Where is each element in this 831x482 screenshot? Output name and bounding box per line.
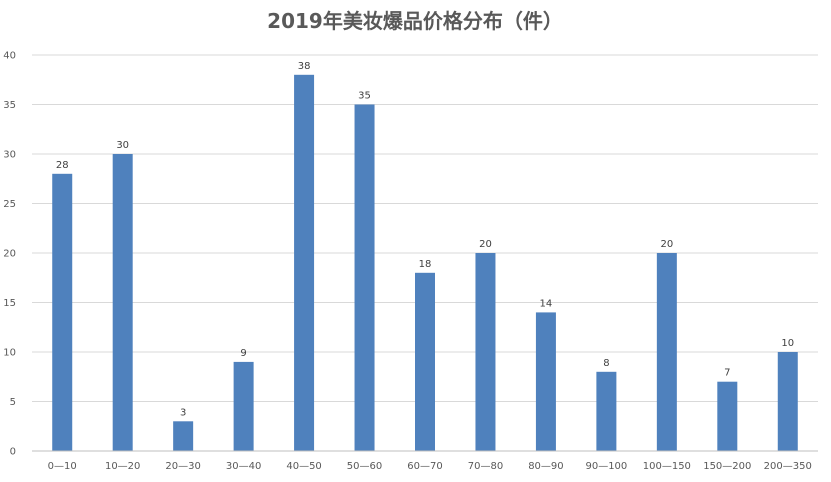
x-tick-label: 60—70 [407, 461, 442, 472]
data-label: 20 [660, 239, 673, 250]
y-tick-label: 5 [10, 397, 16, 408]
chart-title: 2019年美妆爆品价格分布（件） [267, 9, 563, 33]
x-tick-label: 0—10 [48, 461, 77, 472]
x-tick-label: 20—30 [165, 461, 200, 472]
bar [354, 104, 375, 451]
y-axis-ticks: 0 5 10 15 20 25 30 35 40 [3, 51, 16, 458]
bar [233, 361, 254, 451]
y-tick-label: 15 [3, 298, 16, 309]
y-tick-label: 25 [3, 199, 16, 210]
bar [656, 253, 677, 451]
x-tick-label: 100—150 [643, 461, 691, 472]
x-tick-label: 150—200 [703, 461, 751, 472]
data-label: 20 [479, 239, 492, 250]
bar [475, 253, 496, 451]
y-tick-label: 0 [10, 447, 16, 458]
data-label: 10 [781, 338, 794, 349]
data-label: 7 [724, 368, 730, 379]
x-tick-label: 200—350 [764, 461, 812, 472]
x-tick-label: 30—40 [226, 461, 261, 472]
x-tick-label: 40—50 [286, 461, 321, 472]
bar [112, 154, 133, 451]
y-tick-label: 40 [3, 51, 16, 62]
data-label: 3 [180, 407, 186, 418]
x-tick-label: 10—20 [105, 461, 140, 472]
bar [415, 272, 435, 451]
data-label: 35 [358, 91, 371, 102]
y-tick-label: 35 [3, 100, 16, 111]
data-label: 14 [540, 298, 553, 309]
bars [52, 74, 798, 452]
data-label: 30 [116, 140, 129, 151]
y-tick-label: 20 [3, 249, 16, 260]
data-label: 38 [298, 61, 311, 72]
bar [777, 352, 798, 451]
data-labels: 28 30 3 9 38 35 18 20 14 8 20 7 10 [56, 61, 794, 418]
data-label: 9 [240, 348, 246, 359]
y-tick-label: 30 [3, 150, 16, 161]
data-label: 28 [56, 160, 69, 171]
bar [294, 74, 315, 452]
bar [52, 173, 73, 452]
x-tick-label: 80—90 [528, 461, 563, 472]
bar [173, 421, 194, 451]
x-tick-label: 70—80 [468, 461, 503, 472]
x-tick-label: 50—60 [347, 461, 382, 472]
y-tick-label: 10 [3, 348, 16, 359]
bar [535, 312, 556, 451]
x-tick-label: 90—100 [585, 461, 627, 472]
bar [596, 371, 617, 451]
x-axis-ticks: 0—10 10—20 20—30 30—40 40—50 50—60 60—70 70—80 8… [48, 461, 812, 472]
data-label: 18 [419, 259, 432, 270]
bar [717, 381, 738, 451]
data-label: 8 [603, 358, 609, 369]
